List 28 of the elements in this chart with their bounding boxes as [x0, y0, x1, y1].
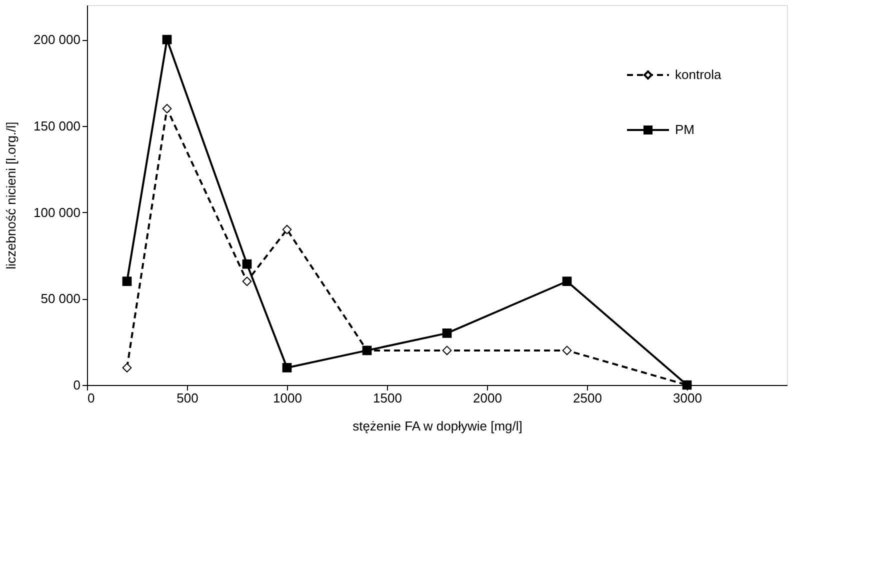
point — [562, 276, 572, 286]
y-tick-label: 150 000 — [34, 118, 80, 134]
y-tick-label: 200 000 — [34, 32, 80, 48]
y-axis-title: liczebność nicieni [l.org./l] — [4, 122, 19, 270]
point — [282, 224, 292, 234]
legend-label: kontrola — [675, 67, 722, 82]
point — [122, 276, 132, 286]
point — [122, 363, 132, 372]
x-tick-label: 3000 — [673, 390, 702, 406]
point — [162, 34, 172, 44]
point — [562, 346, 572, 356]
y-tick-label: 0 — [73, 378, 80, 392]
point — [242, 276, 252, 286]
legend-label: PM — [675, 122, 694, 137]
x-tick-label: 1500 — [373, 390, 402, 406]
x-tick-label: 500 — [176, 390, 198, 406]
x-tick-label: 2000 — [473, 390, 502, 406]
y-tick-label: 100 000 — [34, 204, 80, 220]
x-tick-label: 1000 — [273, 390, 302, 406]
point — [242, 259, 252, 269]
point — [282, 363, 292, 372]
y-tick-label: 50 000 — [40, 291, 80, 306]
point — [442, 346, 452, 356]
x-axis-title: stężenie FA w dopływie [mg/l] — [352, 418, 522, 434]
point — [442, 328, 452, 338]
point — [162, 104, 172, 114]
x-tick-label: 2500 — [573, 390, 602, 406]
x-tick-label: 0 — [88, 390, 95, 406]
